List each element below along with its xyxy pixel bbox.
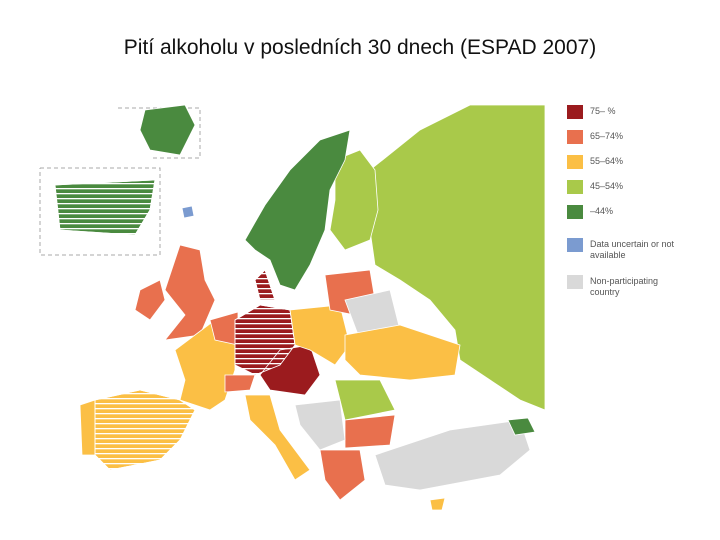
region xyxy=(244,129,351,291)
legend-swatch xyxy=(567,180,583,194)
region-hatch xyxy=(254,269,276,301)
region xyxy=(79,399,96,456)
legend-swatch xyxy=(567,105,583,119)
legend-label: 45–54% xyxy=(590,181,624,191)
legend-label: 65–74% xyxy=(590,131,624,141)
region xyxy=(344,414,396,449)
region xyxy=(164,244,216,341)
map-title: Pití alkoholu v posledních 30 dnech (ESP… xyxy=(123,36,597,59)
region xyxy=(181,205,195,219)
legend-swatch xyxy=(567,275,583,289)
region xyxy=(369,104,546,411)
region xyxy=(224,374,256,393)
region xyxy=(139,104,196,156)
legend-label: Data uncertain or not available xyxy=(590,239,675,260)
legend-swatch xyxy=(567,205,583,219)
region xyxy=(244,394,311,481)
region xyxy=(429,497,446,511)
region xyxy=(134,279,166,321)
legend-label: Non-participating country xyxy=(590,276,659,297)
region-hatch xyxy=(54,179,156,236)
regions xyxy=(54,104,546,511)
region xyxy=(334,379,396,421)
region-hatch xyxy=(234,304,296,376)
region xyxy=(294,399,346,451)
inset-frames xyxy=(39,107,201,256)
region xyxy=(374,419,531,491)
legend-swatch xyxy=(567,130,583,144)
region xyxy=(507,417,536,436)
region xyxy=(319,449,366,501)
region xyxy=(329,149,379,251)
legend-swatch xyxy=(567,238,583,252)
region xyxy=(344,324,461,381)
legend-swatch xyxy=(567,155,583,169)
legend-label: 55–64% xyxy=(590,156,624,166)
legend-label: –44% xyxy=(590,206,614,216)
legend-label: 75– % xyxy=(590,106,616,116)
region-hatch xyxy=(94,389,196,471)
